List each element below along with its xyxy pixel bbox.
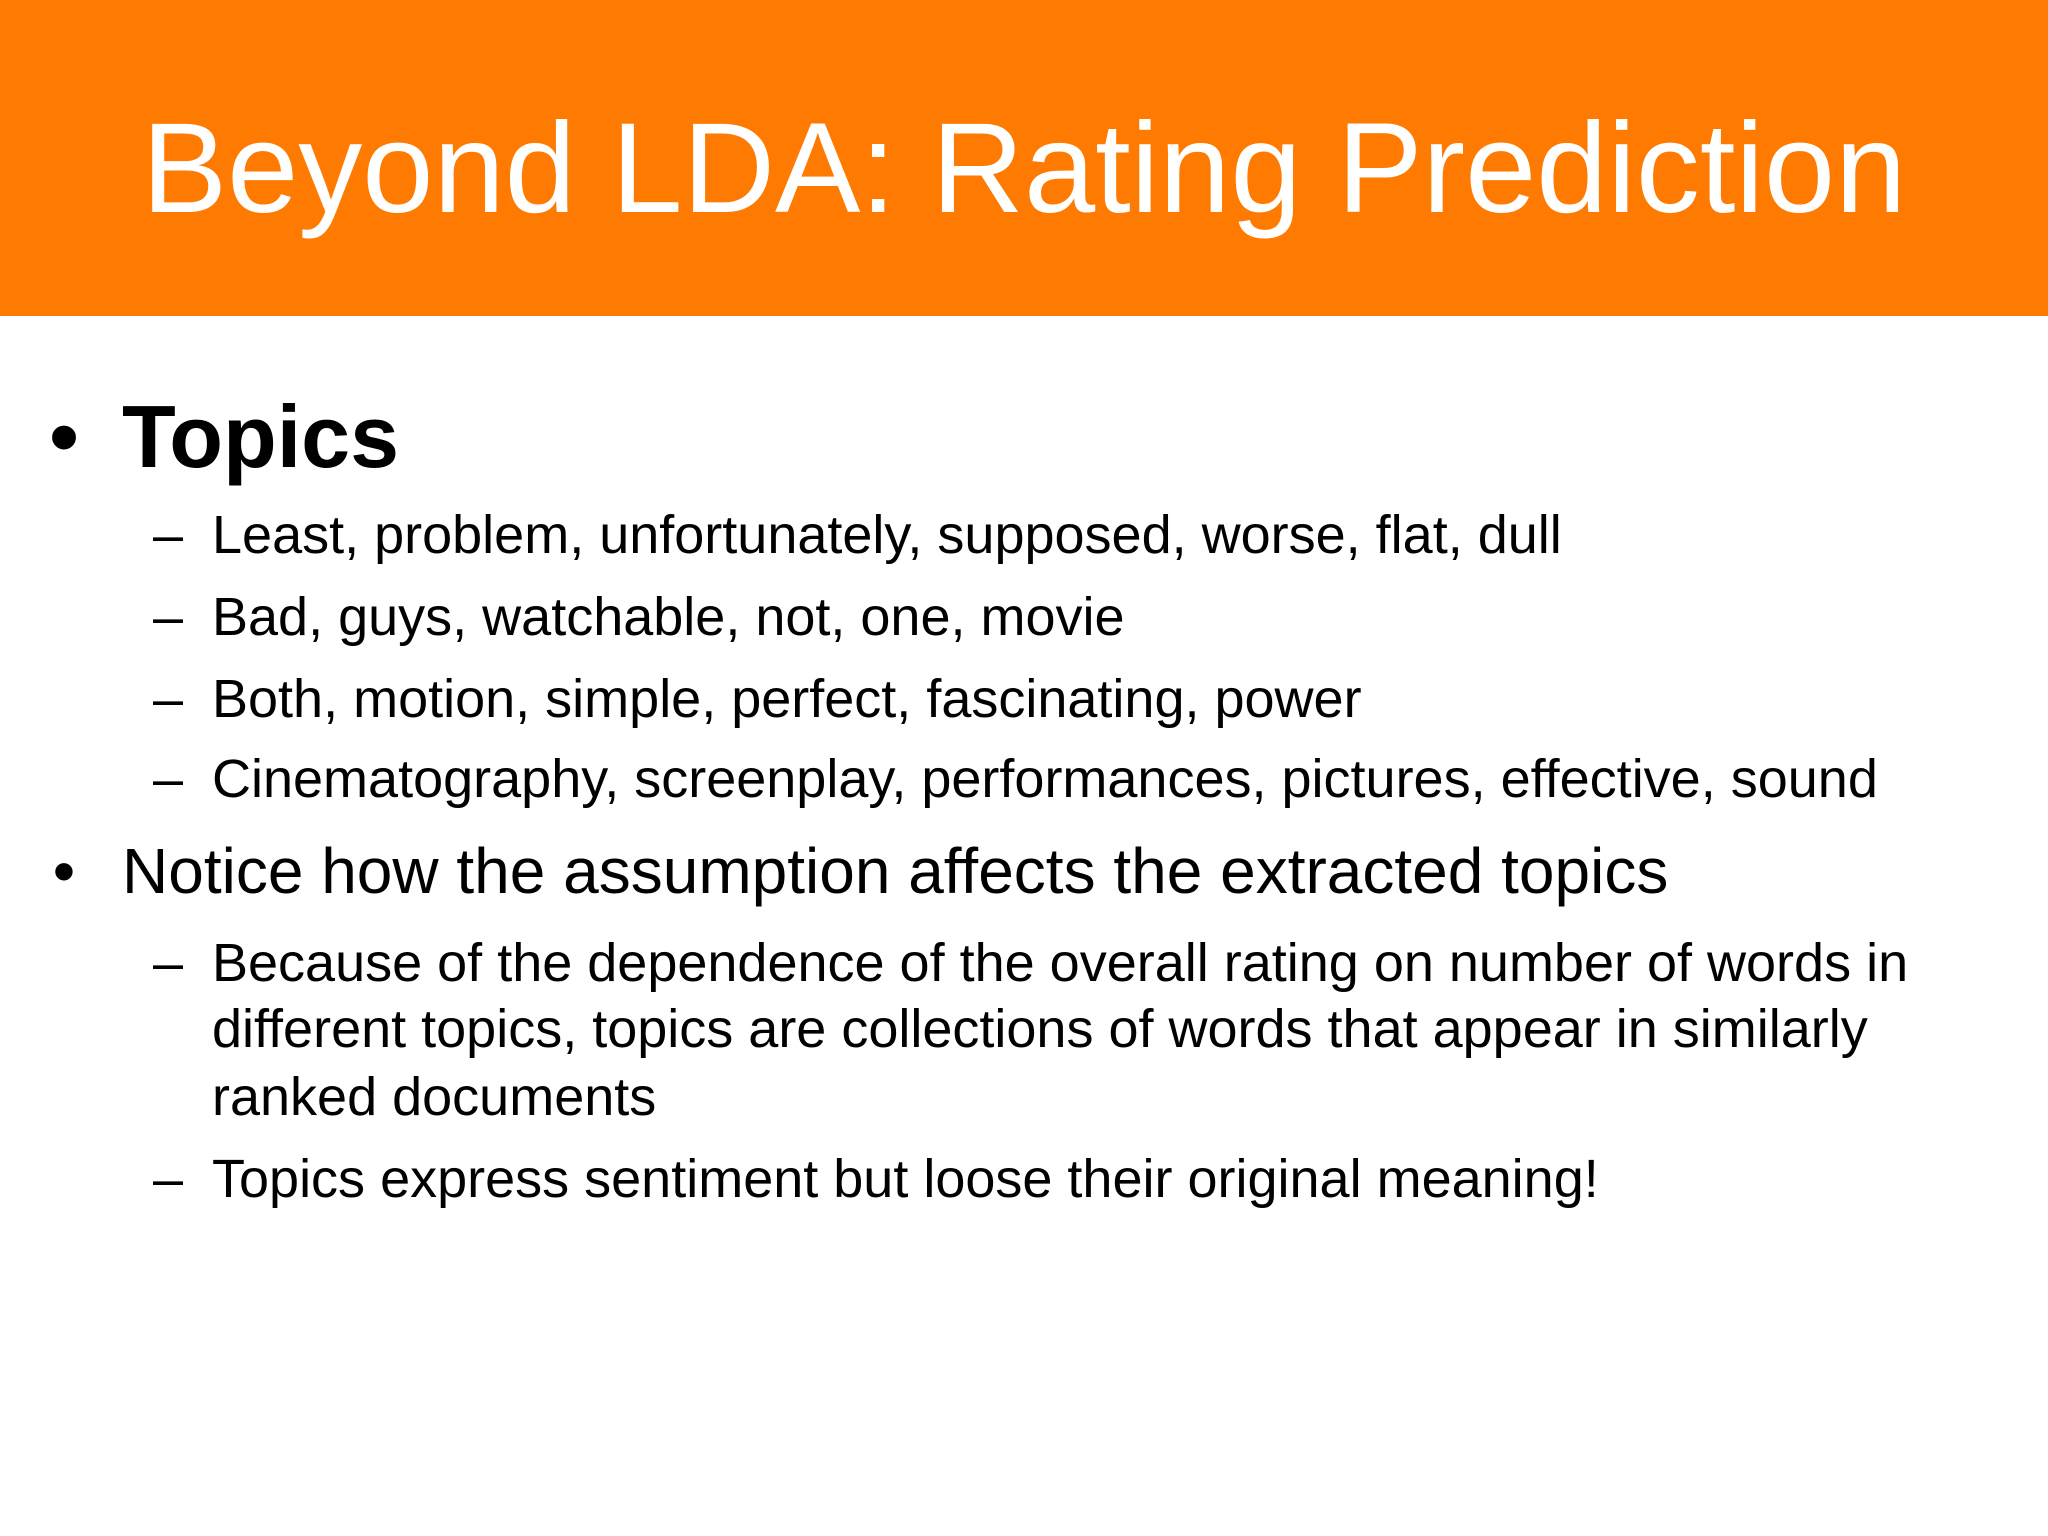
title-bar: Beyond LDA: Rating Prediction (0, 0, 2048, 316)
slide-title: Beyond LDA: Rating Prediction (141, 97, 1907, 240)
sub-item-5-line-1: Because of the dependence of the overall… (212, 933, 1909, 993)
bullet-marker: • (48, 387, 80, 486)
bullet-topics-text: Topics (122, 387, 400, 486)
dash-marker: – (152, 505, 184, 565)
dash-marker: – (152, 587, 184, 647)
sub-item-5-line-2: different topics, topics are collections… (212, 999, 1868, 1059)
sub-item-6-text: Topics express sentiment but loose their… (212, 1149, 1599, 1209)
sub-item-4-text: Cinematography, screenplay, performances… (212, 749, 1878, 809)
dash-marker: – (152, 749, 184, 809)
dash-marker: – (152, 669, 184, 729)
sub-item-5-line-3: ranked documents (212, 1067, 657, 1127)
dash-marker: – (152, 933, 184, 993)
sub-item-1-text: Least, problem, unfortunately, supposed,… (212, 505, 1562, 565)
sub-item-2-text: Bad, guys, watchable, not, one, movie (212, 587, 1125, 647)
bullet-notice-text: Notice how the assumption affects the ex… (122, 835, 1669, 907)
sub-item-3-text: Both, motion, simple, perfect, fascinati… (212, 669, 1362, 729)
dash-marker: – (152, 1149, 184, 1209)
bullet-marker: • (52, 835, 76, 907)
